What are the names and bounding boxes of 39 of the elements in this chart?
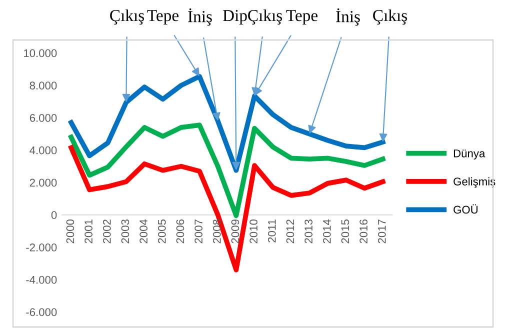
annotation: Çıkış	[248, 9, 282, 25]
y-tick-label: -6.000	[26, 308, 57, 316]
annotation: Çıkış	[373, 9, 407, 25]
y-tick-label: 8.000	[30, 82, 57, 90]
annotation: Tepe	[147, 10, 178, 25]
x-tick-label: 2012	[286, 220, 294, 244]
annotation: Dip	[222, 10, 247, 25]
x-tick-label: 2001	[84, 220, 92, 244]
annotation: Çıkış	[110, 9, 144, 25]
x-tick-label: 2002	[102, 220, 111, 244]
x-tick-label: 2006	[176, 220, 184, 244]
legend-label: GOÜ	[454, 204, 478, 214]
annotation: İniş	[336, 8, 360, 26]
x-tick-label: 2004	[140, 219, 148, 244]
y-tick-label: 2.000	[30, 178, 57, 187]
x-tick-label: 2011	[268, 220, 276, 242]
x-tick-label: 2010	[250, 219, 258, 244]
annotation: İniş	[188, 8, 212, 26]
x-tick-label: 2013	[304, 220, 312, 244]
x-tick-label: 2000	[66, 219, 74, 244]
annotation: Tepe	[286, 10, 318, 25]
x-tick-label: 2003	[121, 220, 130, 244]
x-tick-label: 2005	[158, 220, 166, 244]
x-tick-label: 2014	[322, 219, 331, 244]
y-tick-label: 10.000	[24, 49, 57, 58]
x-tick-label: 2007	[194, 220, 202, 244]
y-tick-label: -4.000	[26, 276, 57, 284]
y-tick-label: 0	[51, 211, 57, 220]
x-tick-label: 2016	[360, 220, 368, 244]
line-series	[68, 122, 386, 218]
legend-label: Gelişmiş	[454, 177, 496, 188]
x-tick-label: 2017	[378, 220, 386, 244]
x-tick-label: 2015	[341, 220, 350, 244]
y-tick-label: 6.000	[30, 114, 57, 122]
x-tick-label: 2009	[231, 220, 240, 244]
y-tick-label: -2.000	[26, 244, 57, 252]
y-tick-label: 4.000	[30, 146, 57, 154]
x-tick-label: 2008	[212, 220, 221, 244]
legend-label: Dünya	[454, 150, 486, 160]
